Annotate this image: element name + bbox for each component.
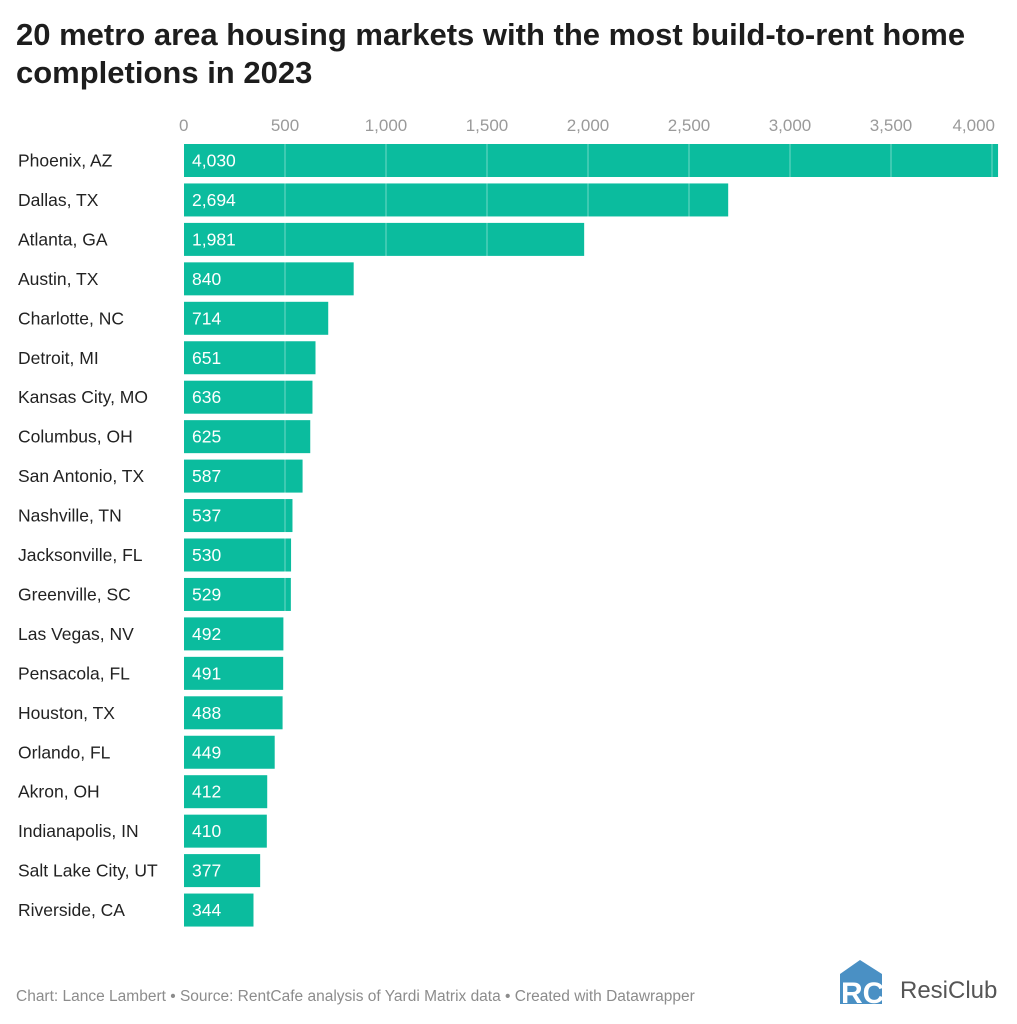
bar [184,420,311,454]
value-label: 537 [192,506,221,526]
x-tick-label: 1,500 [466,116,509,135]
bar [184,735,275,769]
bar [184,262,354,296]
x-tick-label: 3,000 [769,116,812,135]
value-label: 492 [192,624,221,644]
bar [184,617,284,651]
bar [184,341,316,375]
x-tick-label: 500 [271,116,299,135]
bar [184,222,585,256]
x-tick-label: 3,500 [870,116,913,135]
category-label: Columbus, OH [18,427,133,447]
chart-footer: Chart: Lance Lambert • Source: RentCafe … [16,988,695,1005]
bar [184,893,254,927]
bar [184,459,303,493]
value-label: 529 [192,584,221,604]
bar [184,656,284,690]
value-label: 840 [192,269,221,289]
value-label: 410 [192,821,221,841]
category-label: Akron, OH [18,782,100,802]
category-label: Kansas City, MO [18,387,148,407]
value-label: 625 [192,427,221,447]
bar [184,380,313,414]
value-label: 488 [192,703,221,723]
bar-chart: 0 500 1,000 1,500 2,000 2,500 3,000 3,500 4,000 P… [18,116,999,927]
category-label: Charlotte, NC [18,308,124,328]
resiclub-logo: RC ResiClub [838,958,1008,1013]
value-label: 4,030 [192,151,236,171]
category-label: Dallas, TX [18,190,99,210]
bar [184,301,329,335]
value-label: 344 [192,900,221,920]
x-tick-label: 1,000 [365,116,408,135]
bar [184,183,729,217]
category-label: Nashville, TN [18,506,122,526]
bar [184,814,267,848]
value-label: 1,981 [192,229,236,249]
category-label: Austin, TX [18,269,99,289]
category-label: San Antonio, TX [18,466,144,486]
x-tick-label: 4,000 [952,116,995,135]
category-label: Riverside, CA [18,900,125,920]
chart-title: 20 metro area housing markets with the m… [16,17,966,90]
bar [184,577,291,611]
category-label: Detroit, MI [18,348,99,368]
svg-text:ResiClub: ResiClub [900,977,997,1004]
svg-text:RC: RC [841,977,884,1008]
value-label: 491 [192,663,221,683]
bar [184,499,293,533]
value-label: 714 [192,308,221,328]
category-label: Las Vegas, NV [18,624,134,644]
category-label: Houston, TX [18,703,115,723]
category-label: Greenville, SC [18,584,131,604]
category-label: Orlando, FL [18,742,111,762]
x-tick-label: 2,000 [567,116,610,135]
value-label: 651 [192,348,221,368]
bar [184,538,292,572]
category-label: Phoenix, AZ [18,151,113,171]
bar [184,854,261,888]
value-label: 412 [192,782,221,802]
value-label: 2,694 [192,190,236,210]
category-label: Atlanta, GA [18,229,108,249]
value-label: 377 [192,861,221,881]
bar [184,696,283,730]
category-label: Jacksonville, FL [18,545,143,565]
x-tick-label: 0 [179,116,188,135]
value-label: 449 [192,742,221,762]
category-label: Indianapolis, IN [18,821,139,841]
bar [184,775,268,809]
bar [184,144,999,177]
value-label: 530 [192,545,221,565]
category-label: Pensacola, FL [18,663,130,683]
value-label: 587 [192,466,221,486]
value-label: 636 [192,387,221,407]
x-tick-label: 2,500 [668,116,711,135]
category-label: Salt Lake City, UT [18,861,158,881]
